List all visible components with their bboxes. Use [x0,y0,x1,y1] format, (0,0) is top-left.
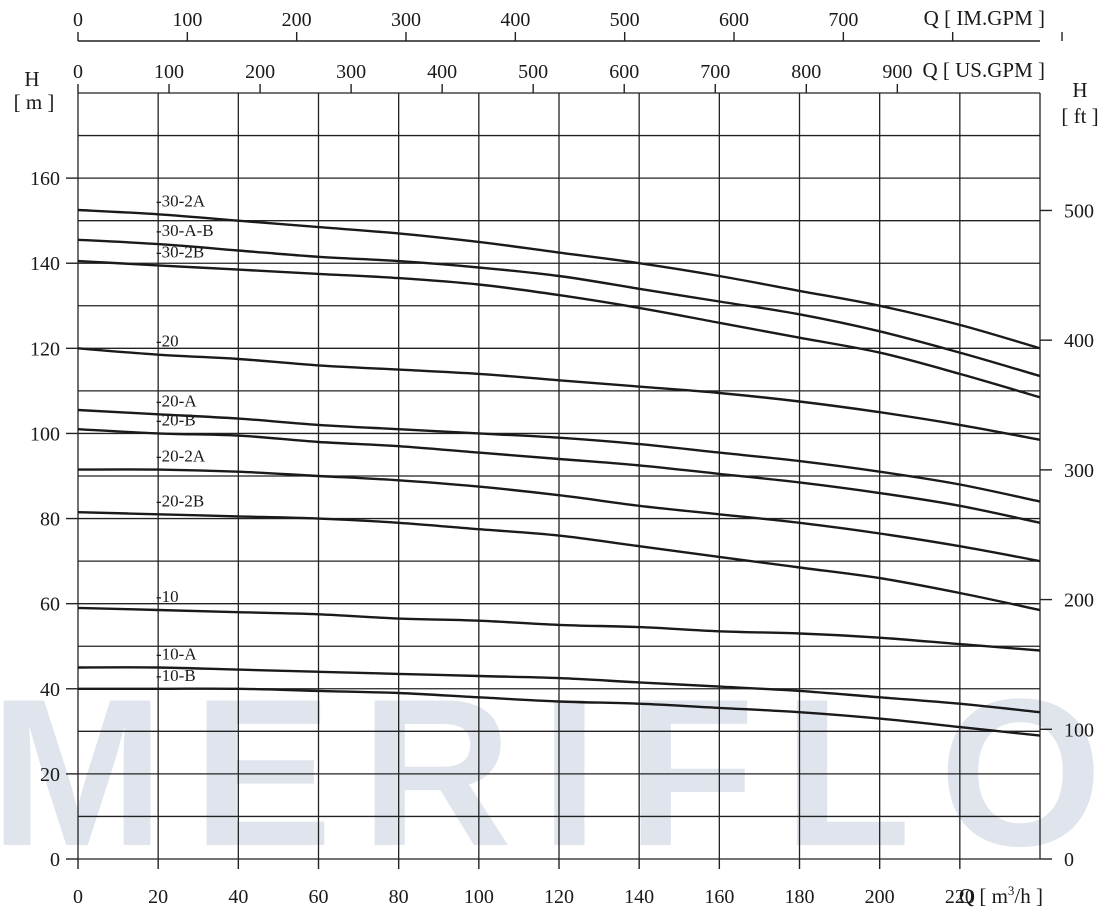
imgpm-tick-label: 0 [73,9,83,31]
left-tick-label: 60 [40,594,60,616]
usgpm-tick-label: 500 [518,61,548,83]
curve-30-2b [77,259,1041,399]
curve-label: -10 [156,587,179,606]
bottom-tick-label: 20 [148,886,168,908]
usgpm-tick-label: 0 [73,61,83,83]
imgpm-tick-label: 100 [172,9,202,31]
curve-label: -10-B [156,666,196,685]
right-tick-label: 0 [1064,849,1074,871]
usgpm-tick-label: 300 [336,61,366,83]
usgpm-tick-label: 400 [427,61,457,83]
curve-30-a-b [77,238,1041,378]
left-tick-label: 100 [30,423,60,445]
curve-label: -20-B [156,410,196,429]
usgpm-axis-title: Q [ US.GPM ] [922,58,1045,82]
bottom-tick-label: 60 [309,886,329,908]
imgpm-tick-label: 300 [391,9,421,31]
curve-20 [77,347,1041,441]
right-tick-label: 300 [1064,460,1094,482]
curve-20-b [77,428,1041,524]
imgpm-tick-label: 500 [610,9,640,31]
usgpm-tick-label: 200 [245,61,275,83]
right-tick-label: 200 [1064,590,1094,612]
bottom-tick-label: 180 [785,886,815,908]
imgpm-tick-label: 200 [282,9,312,31]
curve-label: -20 [156,332,179,351]
left-tick-label: 140 [30,253,60,275]
curve-label: -20-2B [156,491,204,510]
left-tick-label: 120 [30,338,60,360]
right-axis-title-unit: [ ft ] [1061,104,1098,128]
bottom-tick-label: 120 [544,886,574,908]
curve-20-2a [77,468,1041,563]
curves [77,208,1041,737]
left-tick-label: 20 [40,764,60,786]
imgpm-tick-label: 600 [719,9,749,31]
curve-label: -30-2B [156,242,204,261]
imgpm-tick-label: 400 [500,9,530,31]
right-tick-label: 400 [1064,330,1094,352]
curve-20-2b [77,511,1041,612]
curve-label: -20-A [156,391,197,410]
usgpm-tick-label: 100 [154,61,184,83]
bottom-axis-title-main: Q [ m [959,884,1008,908]
curve-10-b [78,687,1041,737]
curve-label: -20-2A [156,447,206,466]
bottom-tick-label: 100 [464,886,494,908]
curve-label: -30-2A [156,191,206,210]
bottom-axis-title-end: /h ] [1014,884,1043,908]
usgpm-tick-label: 600 [609,61,639,83]
usgpm-tick-label: 700 [700,61,730,83]
curve-labels: -30-2A -30-A-B -30-2B -20 -20-A-20-B -20-2A -2… [156,191,214,684]
left-tick-label: 80 [40,509,60,531]
right-tick-label: 100 [1064,719,1094,741]
bottom-tick-label: 200 [865,886,895,908]
bottom-axis-title: Q [ m3/h ] [959,883,1043,908]
watermark: MERIFLO [0,655,1115,890]
right-axis-title-symbol: H [1072,78,1087,102]
curve-30-2a [77,208,1041,350]
bottom-tick-label: 80 [389,886,409,908]
curve-label: -10-A [156,645,197,664]
curve-10-a [77,666,1041,714]
imgpm-tick-label: 700 [828,9,858,31]
left-tick-label: 40 [40,679,60,701]
usgpm-tick-label: 800 [791,61,821,83]
left-axis-title-symbol: H [24,67,39,91]
left-tick-label: 160 [30,168,60,190]
imgpm-axis-title: Q [ IM.GPM ] [924,6,1045,30]
left-tick-label: 0 [50,849,60,871]
left-axis-title-unit: [ m ] [14,90,55,114]
usgpm-tick-label: 900 [882,61,912,83]
curve-20-a [77,408,1041,503]
bottom-tick-label: 160 [704,886,734,908]
watermark-logo-text: MERIFLO [0,655,1115,890]
bottom-tick-label: 140 [624,886,654,908]
right-tick-label: 500 [1064,200,1094,222]
bottom-axis-title-sup: 3 [1008,883,1015,898]
curve-label: -30-A-B [156,221,214,240]
bottom-tick-label: 220 [945,886,975,908]
bottom-tick-label: 40 [228,886,248,908]
curve-10 [77,606,1041,652]
bottom-tick-label: 0 [73,886,83,908]
